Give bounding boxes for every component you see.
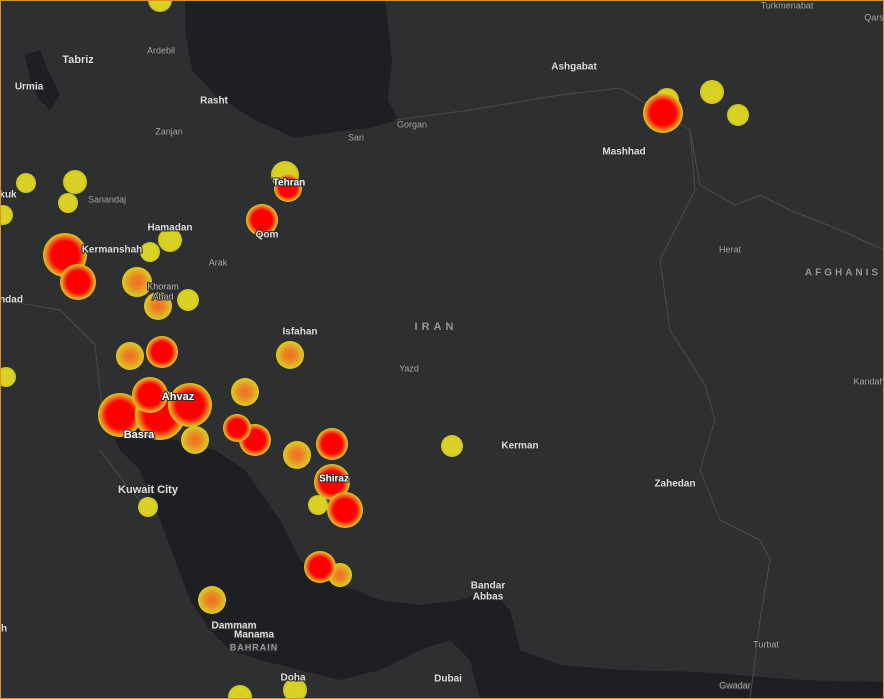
- heat-spot: [228, 685, 252, 699]
- place-label: ndad: [0, 295, 23, 306]
- place-label: Basra: [124, 429, 155, 441]
- heat-spot: [276, 341, 304, 369]
- heat-spot: [146, 336, 178, 368]
- place-label: Qom: [256, 230, 279, 241]
- heat-spot: [283, 441, 311, 469]
- heat-spot: [314, 464, 350, 500]
- place-label: Kermanshah: [82, 245, 143, 256]
- place-label: Shiraz: [319, 474, 349, 485]
- heat-spot: [198, 586, 226, 614]
- place-label: h: [1, 624, 7, 635]
- place-label: Abad: [152, 291, 173, 301]
- place-label: Herat: [719, 244, 742, 254]
- place-label: Rasht: [200, 96, 228, 107]
- heat-spot: [98, 393, 142, 437]
- place-label: Ardebil: [147, 45, 175, 55]
- heat-spot: [0, 367, 16, 387]
- place-label: Tabriz: [62, 54, 94, 66]
- place-label: Kandah: [853, 376, 884, 386]
- place-label: Zahedan: [654, 479, 695, 490]
- heat-spot: [643, 93, 683, 133]
- heat-spot: [223, 414, 251, 442]
- place-label: Kerman: [501, 441, 538, 452]
- place-label: IRAN: [415, 321, 458, 333]
- place-label: AFGHANIS: [805, 268, 881, 279]
- place-label: Ahvaz: [162, 391, 195, 403]
- heat-spot: [63, 170, 87, 194]
- place-label: Doha: [281, 673, 306, 684]
- place-label: Kuwait City: [118, 484, 179, 496]
- heat-spot: [58, 193, 78, 213]
- heat-spot: [441, 435, 463, 457]
- heat-spot: [327, 492, 363, 528]
- heat-spot: [308, 495, 328, 515]
- heat-spot: [158, 228, 182, 252]
- heat-spot: [122, 267, 152, 297]
- place-label: Qars: [864, 12, 884, 22]
- place-label: Dubai: [434, 674, 462, 685]
- water: [25, 0, 884, 699]
- heat-spot: [144, 292, 172, 320]
- heat-spot: [283, 678, 307, 699]
- place-label: Tehran: [273, 178, 306, 189]
- place-label: Turkmenabat: [761, 0, 814, 10]
- heat-spot: [60, 264, 96, 300]
- place-label: Turbat: [753, 639, 779, 649]
- place-label: Yazd: [399, 363, 419, 373]
- heat-spot: [246, 204, 278, 236]
- heat-spot: [700, 80, 724, 104]
- place-label: Bandar: [471, 581, 506, 592]
- heat-spot: [231, 378, 259, 406]
- heat-spot: [16, 173, 36, 193]
- heat-spot: [116, 342, 144, 370]
- heat-spot: [316, 428, 348, 460]
- heat-spot: [138, 497, 158, 517]
- heat-spot: [148, 0, 172, 12]
- heat-spot: [0, 205, 13, 225]
- heat-spot: [177, 289, 199, 311]
- place-label: Abbas: [473, 592, 504, 603]
- place-label: Gwadar: [719, 680, 751, 690]
- heat-spot: [168, 383, 212, 427]
- place-label: Isfahan: [282, 327, 317, 338]
- heat-spot: [181, 426, 209, 454]
- place-label: Zanjan: [155, 126, 183, 136]
- heat-layer: [0, 0, 749, 699]
- place-label: Hamadan: [147, 223, 192, 234]
- heat-spot: [304, 551, 336, 583]
- place-label: Urmia: [15, 82, 44, 93]
- place-label: kuk: [0, 190, 17, 201]
- place-label: Sari: [348, 132, 364, 142]
- place-label: Arak: [209, 257, 228, 267]
- place-label: Dammam: [211, 621, 256, 632]
- place-label: Khoram: [147, 281, 179, 291]
- place-label: Gorgan: [397, 119, 427, 129]
- heat-spot: [274, 174, 302, 202]
- place-label: BAHRAIN: [230, 642, 279, 652]
- heat-spot: [140, 242, 160, 262]
- heat-spot: [727, 104, 749, 126]
- place-label: Manama: [234, 630, 274, 641]
- heat-spot: [132, 377, 168, 413]
- place-label: Mashhad: [602, 147, 645, 158]
- place-label: Ashgabat: [551, 62, 597, 73]
- place-label: Sanandaj: [88, 194, 126, 204]
